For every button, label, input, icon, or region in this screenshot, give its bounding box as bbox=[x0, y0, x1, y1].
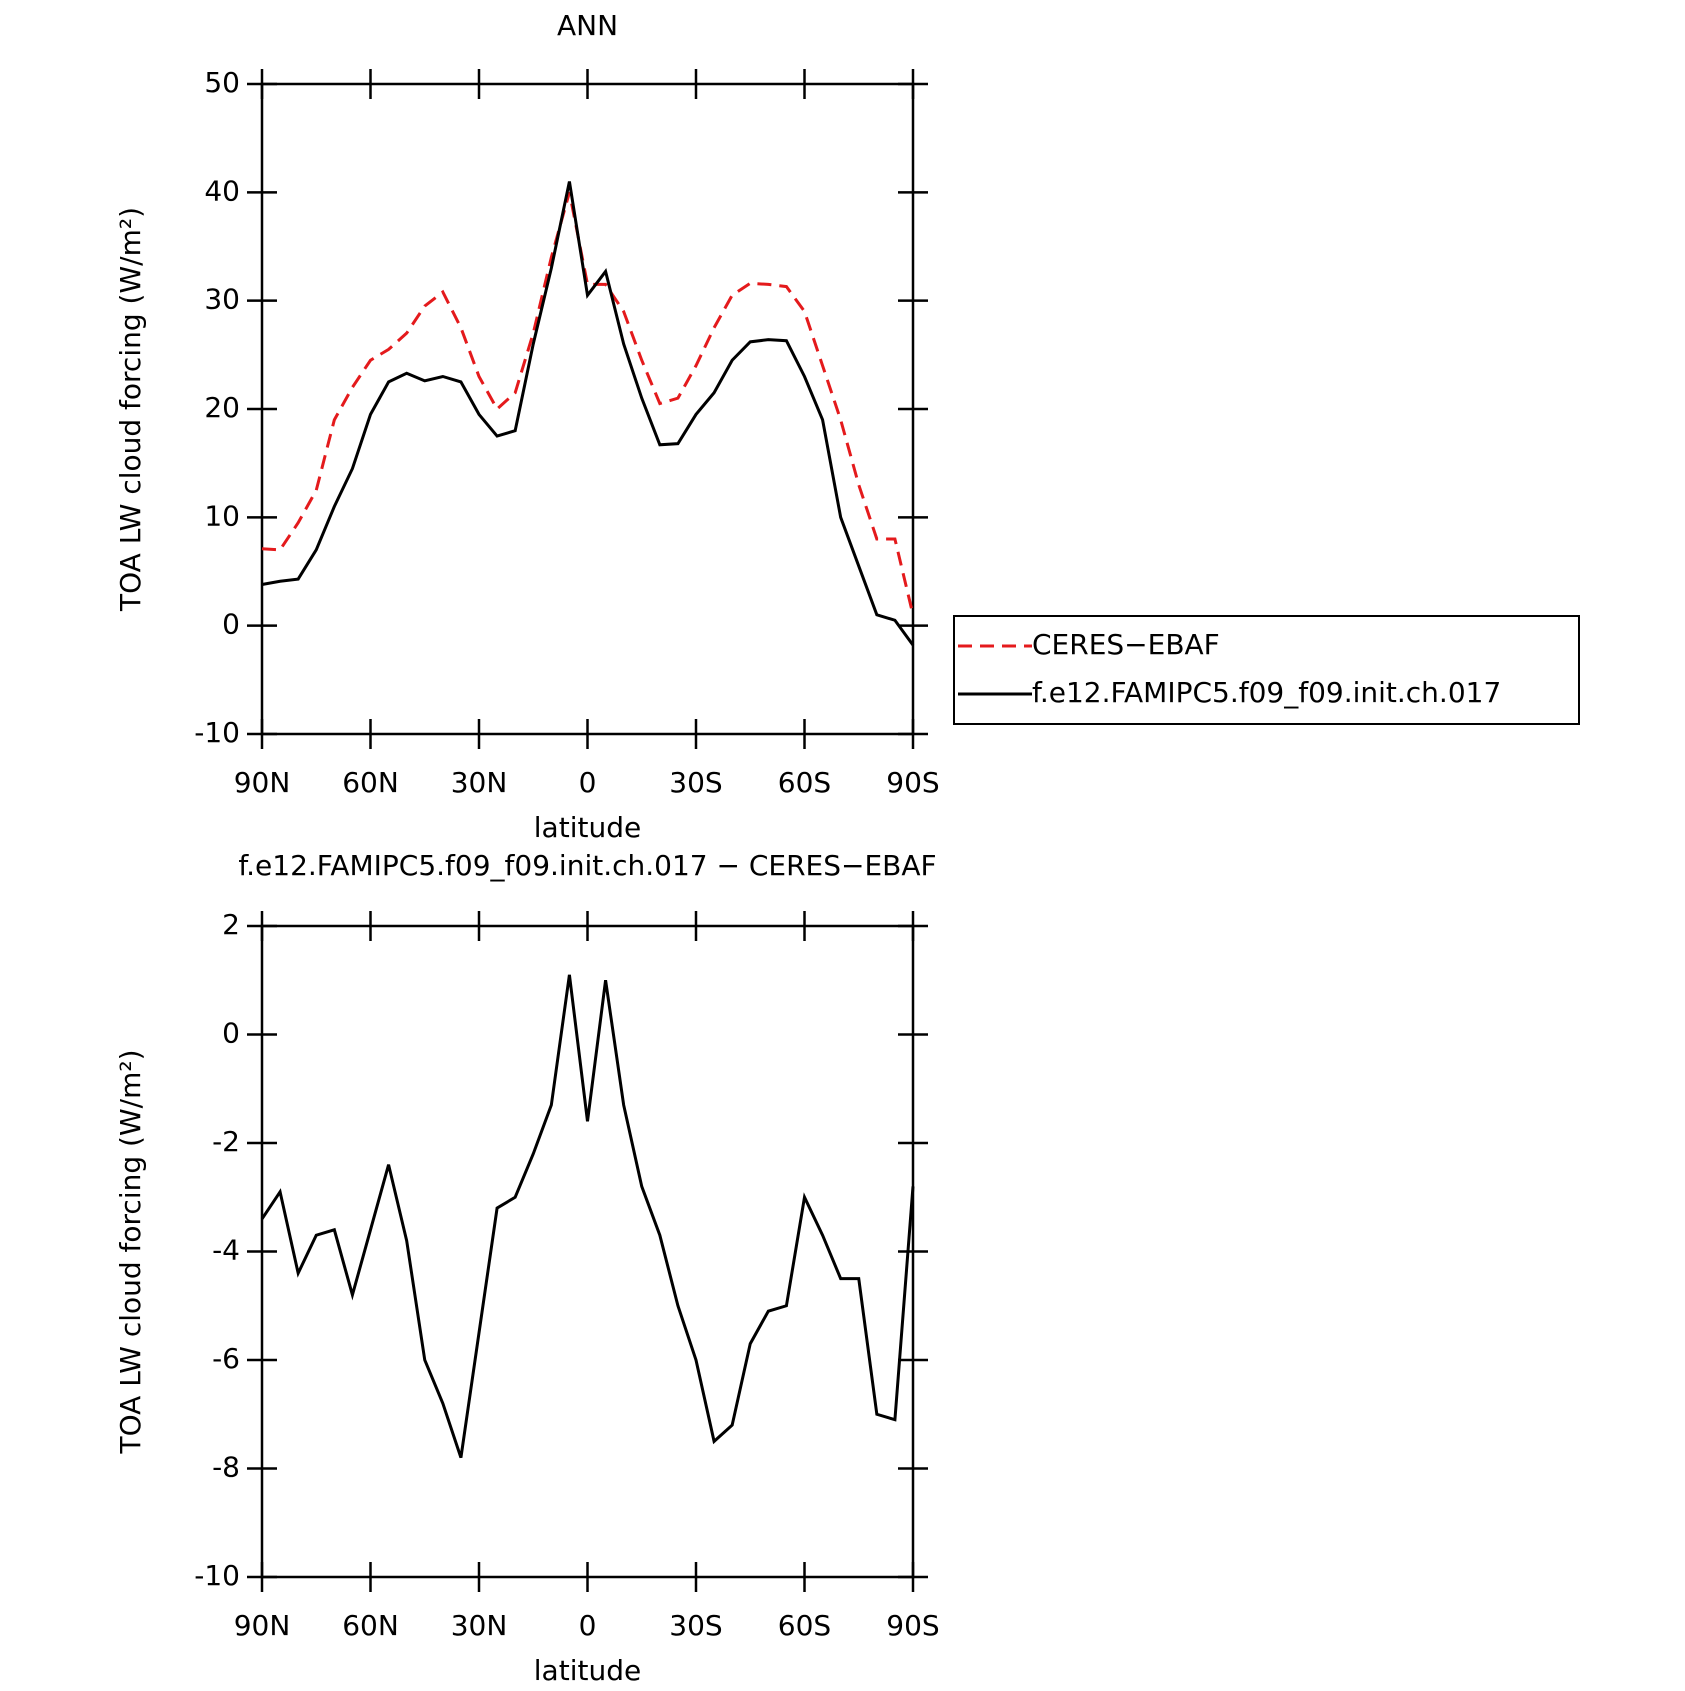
y-tick-label: -10 bbox=[194, 1559, 240, 1592]
x-tick-label: 60S bbox=[778, 1609, 831, 1642]
y-tick-label: -8 bbox=[212, 1451, 240, 1484]
x-tick-label: 30N bbox=[451, 1609, 508, 1642]
x-axis-label: latitude bbox=[534, 811, 641, 844]
y-tick-label: 40 bbox=[204, 174, 240, 207]
series-line bbox=[261, 181, 915, 647]
x-tick-label: 60N bbox=[342, 766, 399, 799]
chart-title: f.e12.FAMIPC5.f09_f09.init.ch.017 − CERE… bbox=[238, 849, 936, 882]
x-tick-label: 90N bbox=[234, 1609, 291, 1642]
x-tick-label: 30S bbox=[669, 1609, 722, 1642]
x-tick-label: 90N bbox=[234, 766, 291, 799]
y-tick-label: 0 bbox=[222, 1017, 240, 1050]
x-tick-label: 90S bbox=[886, 766, 939, 799]
x-tick-label: 60S bbox=[778, 766, 831, 799]
chart-title: ANN bbox=[557, 9, 618, 42]
plot-frame bbox=[260, 924, 915, 1579]
x-tick-label: 60N bbox=[342, 1609, 399, 1642]
legend-label: CERES−EBAF bbox=[1032, 628, 1220, 661]
y-tick-label: 2 bbox=[222, 908, 240, 941]
y-tick-label: -2 bbox=[212, 1125, 240, 1158]
y-axis-label: TOA LW cloud forcing (W/m²) bbox=[114, 207, 147, 612]
x-tick-label: 0 bbox=[579, 766, 597, 799]
y-axis-label: TOA LW cloud forcing (W/m²) bbox=[114, 1050, 147, 1455]
y-tick-label: 30 bbox=[204, 283, 240, 316]
legend-label: f.e12.FAMIPC5.f09_f09.init.ch.017 bbox=[1032, 676, 1501, 709]
y-tick-label: -10 bbox=[194, 716, 240, 749]
y-tick-label: 0 bbox=[222, 608, 240, 641]
x-tick-label: 30N bbox=[451, 766, 508, 799]
y-tick-label: -4 bbox=[212, 1234, 240, 1267]
series-line bbox=[260, 974, 915, 1459]
y-tick-label: 10 bbox=[204, 499, 240, 532]
y-tick-label: 50 bbox=[204, 66, 240, 99]
x-axis-label: latitude bbox=[534, 1654, 641, 1687]
x-tick-label: 90S bbox=[886, 1609, 939, 1642]
series-line bbox=[261, 191, 915, 616]
legend-box bbox=[953, 615, 1580, 725]
x-tick-label: 0 bbox=[579, 1609, 597, 1642]
plot-frame bbox=[260, 82, 915, 736]
x-tick-label: 30S bbox=[669, 766, 722, 799]
y-tick-label: 20 bbox=[204, 391, 240, 424]
y-tick-label: -6 bbox=[212, 1342, 240, 1375]
